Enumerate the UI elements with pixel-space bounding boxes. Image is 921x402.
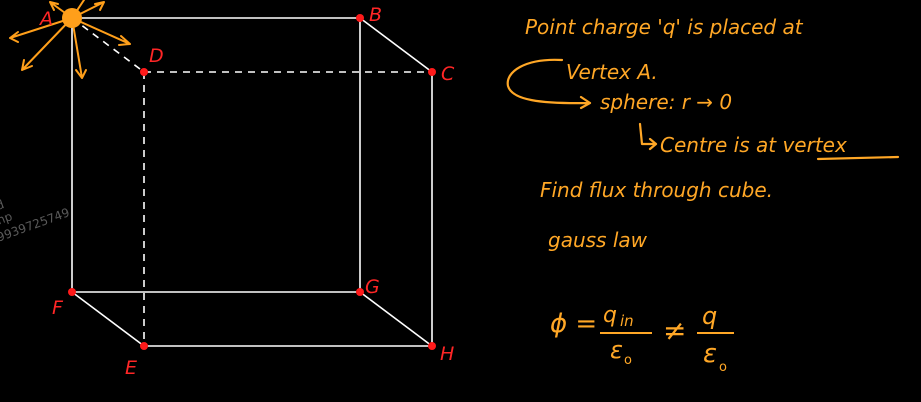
vertex-g-label: G (365, 276, 380, 298)
vertex-c-dot (428, 68, 436, 76)
watermark-line-3: 9939725749 (0, 205, 71, 244)
bracket-vertex-to-sphere (506, 58, 592, 110)
frac1-denominator: ε (610, 336, 623, 364)
cube-hidden-edges (71, 17, 432, 346)
note-line-2: Vertex A. (566, 60, 658, 84)
note-line-3: sphere: r → 0 (600, 90, 732, 114)
not-equal-sign: ≠ (663, 314, 686, 347)
note-connectors (506, 58, 900, 161)
vertex-underline (816, 155, 900, 161)
watermark-line-1: d (0, 197, 6, 213)
vertex-d-dot (140, 68, 148, 76)
edge-a-d (71, 17, 145, 73)
field-arrows (9, 0, 131, 79)
vertex-e-dot (140, 342, 148, 350)
vertex-d-label: D (149, 45, 164, 67)
vertex-f-dot (68, 288, 76, 296)
note-line-6: gauss law (548, 228, 648, 252)
edge-f-e (71, 291, 145, 347)
edge-b-c (359, 17, 433, 73)
frac2-denominator-sub: o (719, 360, 727, 375)
vertex-e-label: E (125, 357, 137, 379)
watermark-line-2: hp (0, 209, 14, 227)
vertex-b-label: B (369, 4, 382, 26)
point-charge (62, 8, 82, 28)
arrow-down (71, 17, 87, 79)
note-line-1: Point charge 'q' is placed at (525, 15, 804, 39)
vertex-b-dot (356, 14, 364, 22)
vertex-f-label: F (52, 297, 64, 319)
note-line-4: Centre is at vertex (660, 133, 847, 157)
arrow-down-left (21, 17, 73, 71)
notes: Point charge 'q' is placed at Vertex A. … (525, 15, 847, 252)
formula-lhs: ϕ = (550, 309, 597, 339)
frac2-numerator: q (702, 302, 717, 330)
arrow-down-right (71, 17, 131, 46)
watermark: d hp 9939725749 (0, 197, 71, 244)
vertex-labels: A B C D E F G H (38, 4, 455, 379)
vertex-c-label: C (441, 63, 455, 85)
gauss-formula: ϕ = q in ε o ≠ q ε o (550, 302, 734, 375)
edge-g-h (359, 291, 433, 347)
vertex-g-dot (356, 288, 364, 296)
cube-visible-edges (71, 17, 433, 347)
vertex-h-dot (428, 342, 436, 350)
frac1-denominator-sub: o (624, 353, 632, 368)
arrow-left (9, 17, 73, 43)
vertex-h-label: H (440, 343, 454, 365)
frac1-numerator: q (603, 303, 617, 328)
vertex-a-label: A (38, 8, 53, 30)
bracket-sphere-to-centre (638, 122, 658, 151)
note-line-5: Find flux through cube. (540, 178, 773, 202)
vertex-dots (68, 14, 436, 350)
frac2-denominator: ε (703, 339, 717, 369)
frac1-numerator-sub: in (620, 312, 634, 330)
